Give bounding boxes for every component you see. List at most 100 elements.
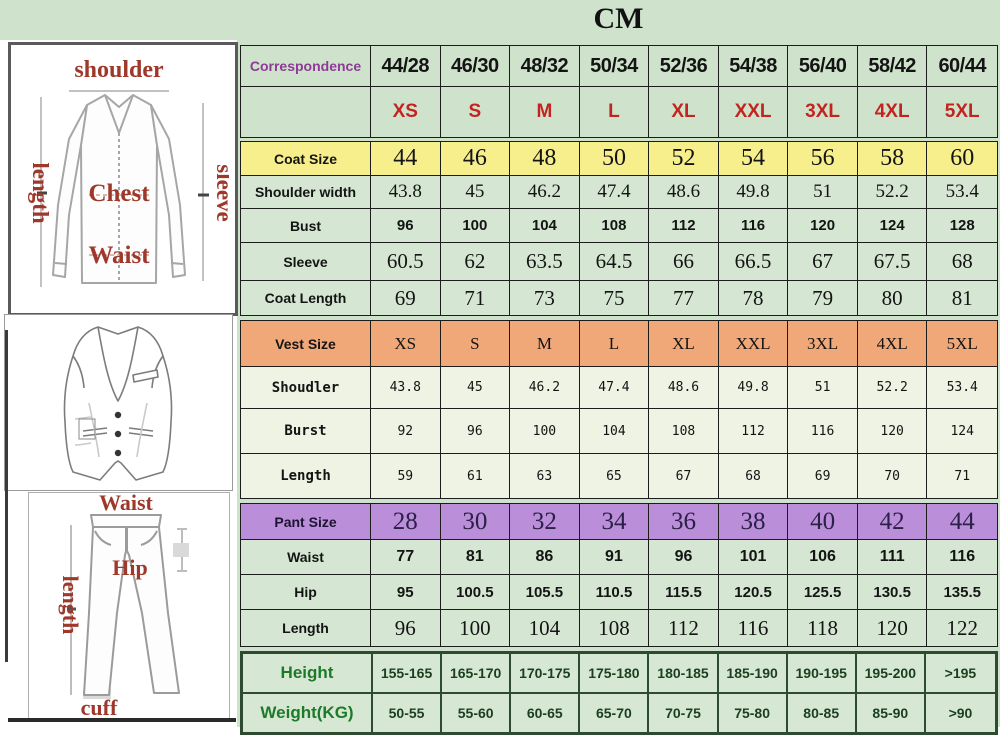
cell-shoudler-3: 47.4 bbox=[579, 367, 650, 409]
cell-length-1: 100 bbox=[440, 610, 511, 646]
cell-coat-length-8: 81 bbox=[927, 281, 997, 315]
cell-shoudler-1: 45 bbox=[440, 367, 511, 409]
cell-sleeve-8: 68 bbox=[927, 243, 997, 281]
row-label-hip: Hip bbox=[241, 575, 371, 610]
cell-sleeve-0: 60.5 bbox=[371, 243, 441, 281]
cell-shoudler-8: 53.4 bbox=[927, 367, 997, 409]
cell-hip-1: 100.5 bbox=[440, 575, 511, 610]
cell-correspondence-2: 48/32 bbox=[510, 46, 580, 87]
row-label-vest-size: Vest Size bbox=[241, 321, 371, 367]
cell-hip-4: 115.5 bbox=[649, 575, 719, 610]
cell-weight-kg--2: 60-65 bbox=[511, 694, 581, 732]
cell-shoulder-width-0: 43.8 bbox=[371, 176, 441, 209]
cell-burst-6: 116 bbox=[788, 409, 858, 454]
cell-length-6: 69 bbox=[788, 454, 858, 498]
cell-weight-kg--0: 50-55 bbox=[373, 694, 443, 732]
cell-waist-5: 101 bbox=[718, 540, 789, 575]
cell-height-3: 175-180 bbox=[580, 654, 650, 694]
cell-correspondence-5: 54/38 bbox=[718, 46, 789, 87]
jacket-label-chest: Chest bbox=[88, 180, 150, 207]
cell-pant-size-5: 38 bbox=[718, 504, 789, 540]
row-label-weight-kg-: Weight(KG) bbox=[243, 694, 373, 732]
cell-length-8: 71 bbox=[927, 454, 997, 498]
cell-burst-1: 96 bbox=[440, 409, 511, 454]
cell-bust-5: 116 bbox=[718, 209, 789, 243]
cell-weight-kg--3: 65-70 bbox=[580, 694, 650, 732]
cell-bust-0: 96 bbox=[371, 209, 441, 243]
cell-hip-2: 105.5 bbox=[510, 575, 580, 610]
cell-bust-6: 120 bbox=[788, 209, 858, 243]
cell-waist-6: 106 bbox=[788, 540, 858, 575]
pant-section: Pant Size 28 30 32 34 36 38 40 42 44 Waist 77 81 86 91… bbox=[240, 503, 998, 647]
cell-coat-length-0: 69 bbox=[371, 281, 441, 315]
cell-sleeve-6: 67 bbox=[788, 243, 858, 281]
cell-waist-1: 81 bbox=[440, 540, 511, 575]
cell-height-4: 180-185 bbox=[649, 654, 719, 694]
vest-section: Vest Size XS S M L XL XXL 3XL 4XL 5XL Shoudler 43.8… bbox=[240, 320, 998, 499]
cell-coat-length-3: 75 bbox=[579, 281, 650, 315]
cell-shoudler-2: 46.2 bbox=[510, 367, 580, 409]
cell-weight-kg--1: 55-60 bbox=[442, 694, 512, 732]
cell-hip-0: 95 bbox=[371, 575, 441, 610]
unit-title: CM bbox=[593, 2, 644, 35]
cell-coat-size-6: 56 bbox=[788, 142, 858, 176]
row-label-length: Length bbox=[241, 610, 371, 646]
photo-bottom-line bbox=[8, 718, 236, 722]
cell-hip-7: 130.5 bbox=[857, 575, 928, 610]
cell-burst-7: 120 bbox=[857, 409, 928, 454]
cell-blank-5: XXL bbox=[718, 87, 789, 137]
cell-bust-3: 108 bbox=[579, 209, 650, 243]
cell-burst-0: 92 bbox=[371, 409, 441, 454]
cell-burst-4: 108 bbox=[649, 409, 719, 454]
cell-coat-size-1: 46 bbox=[440, 142, 511, 176]
cell-hip-3: 110.5 bbox=[579, 575, 650, 610]
cell-waist-7: 111 bbox=[857, 540, 928, 575]
cell-vest-size-1: S bbox=[440, 321, 511, 367]
cell-shoudler-6: 51 bbox=[788, 367, 858, 409]
cell-shoulder-width-1: 45 bbox=[440, 176, 511, 209]
cell-correspondence-0: 44/28 bbox=[371, 46, 441, 87]
cell-height-0: 155-165 bbox=[373, 654, 443, 694]
cell-shoulder-width-3: 47.4 bbox=[579, 176, 650, 209]
cell-blank-8: 5XL bbox=[927, 87, 997, 137]
cell-waist-4: 96 bbox=[649, 540, 719, 575]
cell-vest-size-0: XS bbox=[371, 321, 441, 367]
cell-vest-size-5: XXL bbox=[718, 321, 789, 367]
cell-bust-7: 124 bbox=[857, 209, 928, 243]
cell-hip-8: 135.5 bbox=[927, 575, 997, 610]
cell-coat-length-1: 71 bbox=[440, 281, 511, 315]
cell-waist-3: 91 bbox=[579, 540, 650, 575]
cell-length-5: 68 bbox=[718, 454, 789, 498]
cell-sleeve-1: 62 bbox=[440, 243, 511, 281]
cell-correspondence-3: 50/34 bbox=[579, 46, 650, 87]
coat-section: Coat Size 44 46 48 50 52 54 56 58 60 Shoulder widt… bbox=[240, 141, 998, 316]
cell-weight-kg--4: 70-75 bbox=[649, 694, 719, 732]
cell-length-4: 67 bbox=[649, 454, 719, 498]
cell-length-2: 63 bbox=[510, 454, 580, 498]
cell-pant-size-1: 30 bbox=[440, 504, 511, 540]
cell-shoulder-width-7: 52.2 bbox=[857, 176, 928, 209]
cell-coat-length-2: 73 bbox=[510, 281, 580, 315]
cell-height-6: 190-195 bbox=[787, 654, 857, 694]
cell-length-4: 112 bbox=[649, 610, 719, 646]
cell-coat-length-7: 80 bbox=[857, 281, 928, 315]
cell-blank-0: XS bbox=[371, 87, 441, 137]
cell-sleeve-4: 66 bbox=[649, 243, 719, 281]
pants-label-cuff: cuff bbox=[81, 695, 118, 718]
cell-vest-size-6: 3XL bbox=[788, 321, 858, 367]
jacket-sketch bbox=[52, 94, 186, 284]
cell-sleeve-5: 66.5 bbox=[718, 243, 789, 281]
cell-burst-8: 124 bbox=[927, 409, 997, 454]
cell-waist-0: 77 bbox=[371, 540, 441, 575]
cell-bust-1: 100 bbox=[440, 209, 511, 243]
cell-sleeve-7: 67.5 bbox=[857, 243, 928, 281]
cell-length-7: 120 bbox=[857, 610, 928, 646]
cell-shoudler-4: 48.6 bbox=[649, 367, 719, 409]
cell-vest-size-3: L bbox=[579, 321, 650, 367]
row-label-height: Height bbox=[243, 654, 373, 694]
cell-correspondence-7: 58/42 bbox=[857, 46, 928, 87]
cell-length-0: 59 bbox=[371, 454, 441, 498]
size-table: Correspondence 44/28 46/30 48/32 50/34 52/36 5… bbox=[240, 45, 998, 735]
cell-weight-kg--8: >90 bbox=[925, 694, 995, 732]
